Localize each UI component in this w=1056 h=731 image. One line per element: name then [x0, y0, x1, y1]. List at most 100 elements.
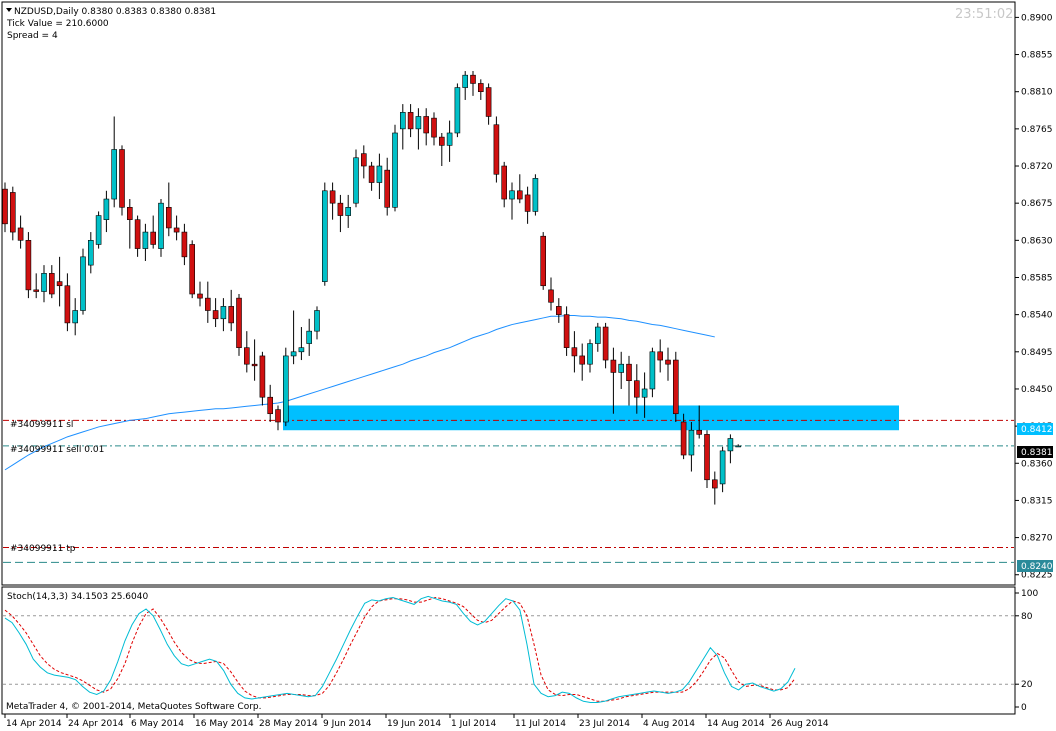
candle[interactable]: [540, 232, 547, 290]
candle[interactable]: [626, 355, 632, 406]
candle[interactable]: [228, 289, 234, 332]
stoch-panel-frame[interactable]: [1, 586, 1016, 715]
candle[interactable]: [493, 116, 500, 183]
candle[interactable]: [657, 339, 664, 373]
candle[interactable]: [649, 347, 656, 398]
candle[interactable]: [485, 83, 492, 125]
candle[interactable]: [10, 186, 16, 241]
candle[interactable]: [95, 211, 102, 249]
candle[interactable]: [236, 294, 242, 356]
candle[interactable]: [220, 298, 227, 332]
candle[interactable]: [415, 108, 422, 150]
candle[interactable]: [282, 347, 289, 427]
candle[interactable]: [353, 149, 359, 208]
candle[interactable]: [33, 273, 40, 299]
candle[interactable]: [711, 471, 718, 505]
candle[interactable]: [64, 273, 71, 332]
candle[interactable]: [337, 194, 344, 233]
candle[interactable]: [462, 71, 469, 100]
candle[interactable]: [423, 108, 430, 146]
candle[interactable]: [579, 343, 586, 381]
candle[interactable]: [602, 322, 609, 369]
candle[interactable]: [158, 199, 164, 257]
candle[interactable]: [134, 215, 141, 257]
candle[interactable]: [516, 174, 523, 204]
candle[interactable]: [314, 306, 320, 340]
candle[interactable]: [610, 347, 617, 414]
candle[interactable]: [727, 434, 734, 464]
candle[interactable]: [633, 364, 640, 414]
candle[interactable]: [735, 444, 742, 448]
candle[interactable]: [17, 215, 24, 249]
candle[interactable]: [298, 327, 305, 361]
candle[interactable]: [111, 116, 117, 208]
candle[interactable]: [704, 430, 710, 489]
candle[interactable]: [181, 223, 188, 266]
candle[interactable]: [345, 194, 352, 228]
collapse-arrow-icon[interactable]: [6, 8, 12, 12]
candle[interactable]: [438, 132, 445, 167]
candle[interactable]: [594, 322, 601, 352]
candle[interactable]: [665, 347, 671, 381]
candle[interactable]: [267, 384, 274, 422]
candle[interactable]: [173, 215, 180, 241]
candle[interactable]: [360, 145, 367, 179]
candle[interactable]: [197, 281, 203, 307]
candle[interactable]: [470, 71, 476, 96]
candle[interactable]: [41, 265, 47, 303]
candle[interactable]: [501, 161, 508, 208]
candle[interactable]: [189, 240, 195, 299]
candle[interactable]: [399, 104, 406, 150]
candle[interactable]: [672, 351, 679, 422]
candle[interactable]: [142, 223, 149, 261]
candle[interactable]: [446, 120, 453, 162]
candle[interactable]: [384, 157, 391, 216]
candle[interactable]: [48, 265, 55, 299]
main-chart-frame[interactable]: [1, 1, 1016, 586]
candle[interactable]: [72, 298, 78, 336]
candle[interactable]: [119, 145, 125, 216]
candle[interactable]: [618, 351, 625, 389]
candle[interactable]: [431, 112, 437, 146]
candle[interactable]: [103, 190, 110, 233]
candle[interactable]: [532, 174, 539, 216]
candle[interactable]: [454, 83, 461, 138]
candle[interactable]: [244, 331, 250, 373]
candle[interactable]: [696, 405, 703, 439]
candle[interactable]: [368, 161, 375, 191]
candle[interactable]: [212, 298, 219, 328]
candle[interactable]: [88, 232, 94, 274]
candle[interactable]: [509, 182, 515, 220]
candle[interactable]: [524, 186, 531, 224]
candle[interactable]: [719, 446, 726, 493]
candle[interactable]: [205, 281, 211, 323]
candle[interactable]: [166, 182, 172, 237]
candle[interactable]: [321, 182, 328, 286]
candle[interactable]: [680, 413, 687, 460]
candle[interactable]: [290, 310, 297, 365]
candle[interactable]: [306, 318, 313, 356]
candle[interactable]: [2, 182, 8, 233]
candle[interactable]: [477, 79, 484, 100]
candle[interactable]: [329, 182, 336, 220]
candle[interactable]: [275, 405, 281, 431]
candle[interactable]: [641, 372, 648, 418]
candle[interactable]: [25, 232, 32, 299]
candle[interactable]: [555, 298, 562, 323]
candle[interactable]: [80, 248, 86, 315]
candle[interactable]: [127, 199, 133, 249]
candle[interactable]: [587, 339, 593, 373]
candle[interactable]: [251, 339, 258, 381]
support-resistance-zone[interactable]: [283, 405, 899, 431]
candle[interactable]: [571, 331, 578, 373]
candle[interactable]: [548, 277, 554, 311]
candle[interactable]: [376, 153, 383, 200]
candle[interactable]: [259, 351, 266, 406]
candle[interactable]: [688, 421, 695, 472]
candle[interactable]: [150, 215, 156, 249]
candle[interactable]: [563, 306, 570, 356]
candle[interactable]: [392, 124, 398, 212]
candle[interactable]: [56, 256, 63, 307]
candle[interactable]: [407, 104, 414, 138]
